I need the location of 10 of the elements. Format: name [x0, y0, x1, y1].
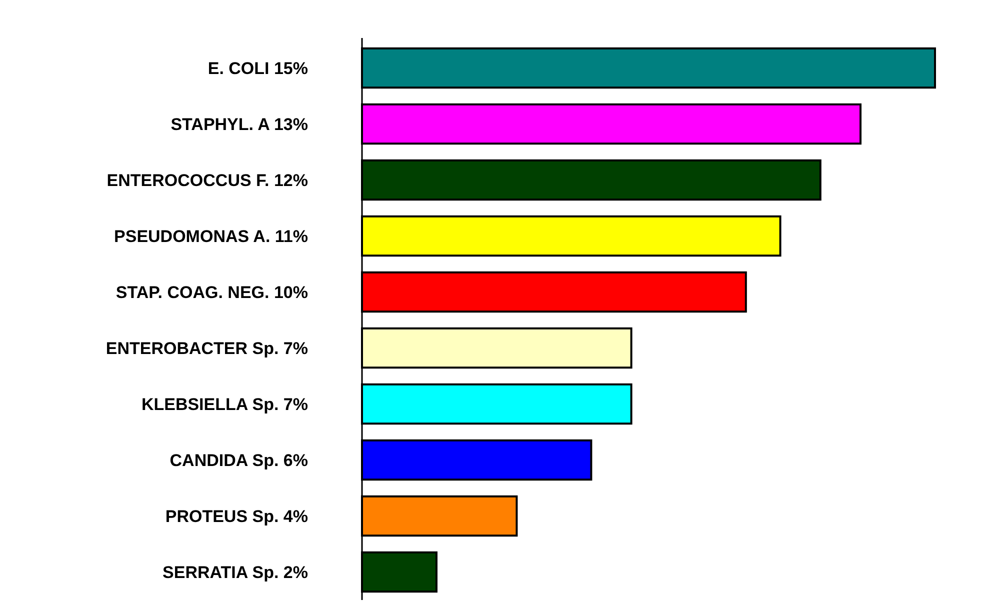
y-tick-label: PSEUDOMONAS A. 11% — [114, 226, 308, 246]
y-tick-label: CANDIDA Sp. 6% — [170, 450, 308, 470]
y-tick-label: PROTEUS Sp. 4% — [165, 506, 308, 526]
y-tick-label: ENTEROBACTER Sp. 7% — [106, 338, 308, 358]
y-tick-label: STAPHYL. A 13% — [170, 114, 308, 134]
y-tick-label: E. COLI 15% — [208, 58, 308, 78]
y-tick-label: STAP. COAG. NEG. 10% — [116, 282, 308, 302]
y-tick-label: ENTEROCOCCUS F. 12% — [106, 170, 308, 190]
y-tick-label: SERRATIA Sp. 2% — [162, 562, 308, 582]
y-tick-label: KLEBSIELLA Sp. 7% — [141, 394, 308, 414]
